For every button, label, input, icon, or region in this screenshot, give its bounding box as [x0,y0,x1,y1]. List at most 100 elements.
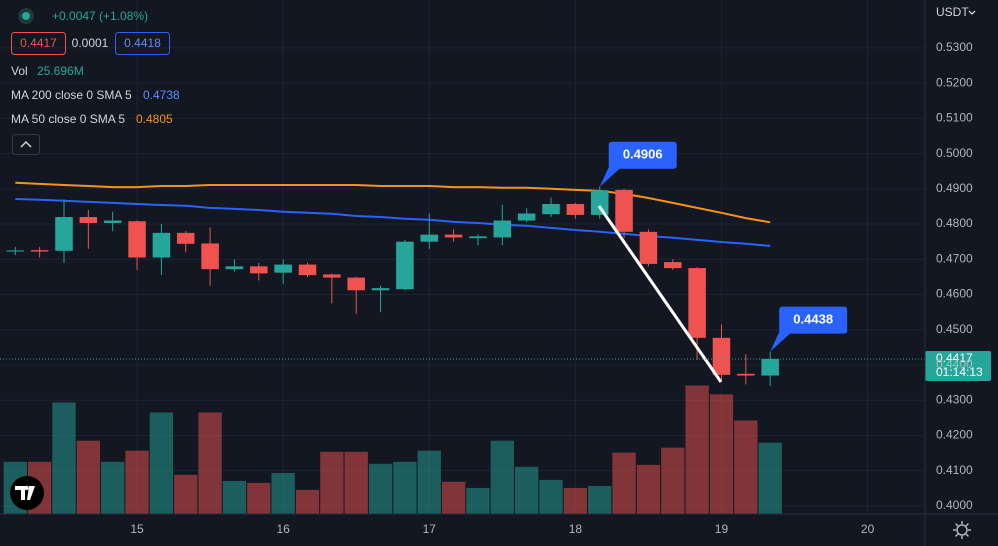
candle-body [128,221,146,258]
x-tick-label: 20 [861,522,875,536]
y-tick-label: 0.4600 [936,287,973,301]
y-tick-label: 0.4900 [936,181,973,195]
y-tick-label: 0.4000 [936,498,973,512]
candle-body [250,266,268,274]
ma50-label: MA 50 close 0 SMA 5 [11,112,125,126]
sell-button[interactable] [11,32,66,55]
y-tick-label: 0.5100 [936,111,973,125]
volume-bar [101,461,125,514]
volume-bar [709,394,734,514]
candle-body [30,250,49,252]
x-tick-label: 17 [423,522,437,536]
buy-button[interactable] [115,32,170,55]
candle-body [6,250,25,252]
volume-bar [368,463,393,514]
volume-bar [149,412,174,514]
candle-body [590,190,609,215]
candle-body [396,241,414,290]
callout-label: 0.4906 [623,147,663,162]
candle-body [55,217,73,251]
y-tick-label: 0.5000 [936,146,973,160]
x-tick-label: 19 [715,522,729,536]
candle-body [688,268,706,338]
volume-bar [222,480,247,514]
volume-bar [539,479,563,514]
y-tick-label: 0.4200 [936,428,973,442]
volume-bar [198,412,222,514]
spread: 0.0001 [72,36,109,50]
candle-body [469,236,487,239]
last-price-label: 0.4417 [936,351,973,365]
status-dot [22,12,30,20]
volume-bar [758,442,782,514]
volume-bar [563,487,588,514]
volume-bar [417,450,441,514]
last-price-tag [925,350,991,381]
candle-body [176,232,195,244]
countdown: 01:14:13 [936,365,983,379]
trend-line[interactable] [597,205,723,383]
settings-icon[interactable] [956,524,968,536]
candle-body [201,243,219,270]
candle-body [420,234,439,242]
bid-price: 0.4417 [20,36,57,50]
volume-bar [320,451,344,514]
y-tick-label: 0.4500 [936,322,973,336]
volume-bar [685,385,709,514]
candle-body [225,266,244,270]
volume-bar [125,450,149,514]
volume-value: 25.696M [37,64,84,78]
y-tick-label: 0.4800 [936,216,973,230]
volume-bar [295,489,320,514]
logo-mark [15,486,35,500]
candle-body [566,203,585,215]
volume-bar [466,487,490,514]
volume-bar [514,466,539,514]
candle-body [323,274,341,278]
y-tick-label: 0.4700 [936,251,973,265]
volume-bar [734,420,758,514]
candles-layer [6,186,779,387]
x-tick-label: 16 [276,522,290,536]
price-change: +0.0047 (+1.08%) [52,9,148,23]
volume-bar [76,440,101,514]
callout-box [608,141,677,169]
ma50-value: 0.4805 [136,112,173,126]
candle-body [274,264,292,273]
volume-bar [344,451,368,514]
candle-body [347,277,365,291]
candle-body [761,358,779,376]
ask-price: 0.4418 [124,36,161,50]
volume-bar [247,482,271,514]
candle-body [103,220,122,224]
volume-bar [588,485,612,514]
x-tick-label: 18 [569,522,583,536]
candle-body [371,288,390,291]
settings-icon-teeth [953,521,971,539]
candle-body [712,337,731,375]
candle-body [639,231,658,264]
candle-body [615,189,633,232]
collapse-button[interactable] [12,134,40,155]
candle-body [737,373,755,376]
y-tick-label: 0.4400 [936,357,973,371]
currency-chevron [968,10,976,15]
logo[interactable] [10,476,44,510]
callout-label: 0.4438 [793,312,833,327]
volume-bar [636,464,661,514]
currency[interactable]: USDT [936,5,969,19]
x-tick-label: 15 [130,522,144,536]
volume-bar [441,481,466,514]
y-tick-label: 0.5200 [936,75,973,89]
volume-bar [490,440,514,514]
callout-box [779,306,848,334]
candle-body [79,217,98,224]
logo-dot [24,485,29,491]
y-tick-label: 0.5300 [936,40,973,54]
collapse-icon [20,140,32,148]
candle-body [493,220,512,238]
volume-bar [393,461,417,514]
candle-body [664,262,682,269]
